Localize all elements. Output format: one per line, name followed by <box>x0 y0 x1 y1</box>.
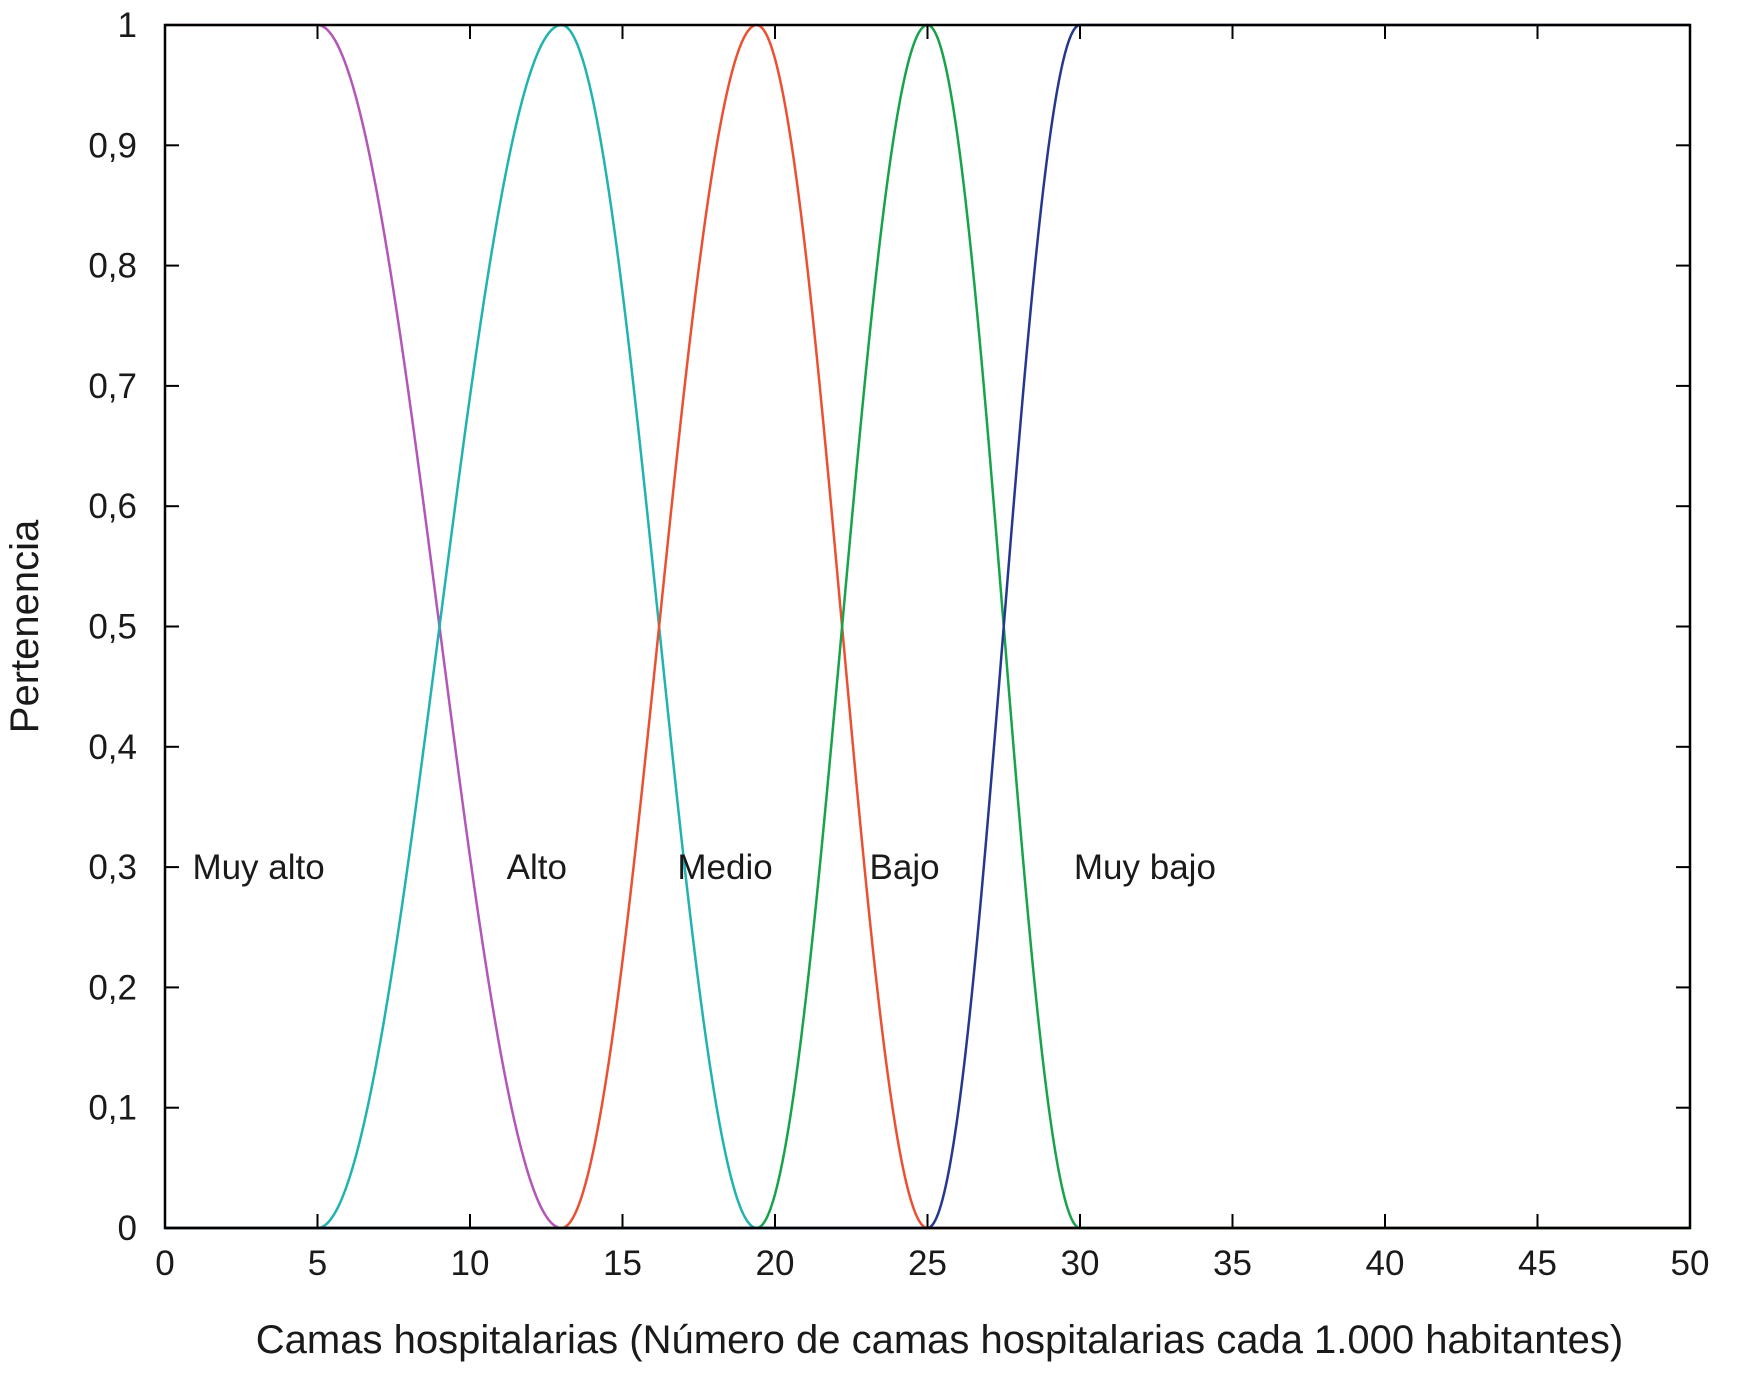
tick-layer <box>164 24 1691 1229</box>
series-label-muy-alto: Muy alto <box>192 848 324 887</box>
curve-layer <box>165 23 1690 1230</box>
x-tick-label: 35 <box>1213 1244 1252 1283</box>
x-tick-label: 45 <box>1518 1244 1557 1283</box>
x-axis-title: Camas hospitalarias (Número de camas hos… <box>256 1318 1623 1362</box>
y-tick-label: 0 <box>118 1209 137 1248</box>
y-axis-title: Pertenencia <box>3 519 47 733</box>
y-tick-label: 0,4 <box>88 728 137 767</box>
y-tick-label: 0,3 <box>88 848 137 887</box>
series-label-alto: Alto <box>507 848 567 887</box>
x-tick-label: 10 <box>451 1244 490 1283</box>
x-tick-label: 0 <box>155 1244 174 1283</box>
series-line-medio <box>165 23 1690 1230</box>
series-line-bajo <box>165 23 1690 1230</box>
series-line-alto <box>165 23 1690 1230</box>
series-label-bajo: Bajo <box>870 848 940 887</box>
curve-label-layer: Muy alto Alto Medio Bajo Muy bajo <box>192 848 1215 887</box>
y-tick-label: 0,6 <box>88 487 137 526</box>
series-label-muy-bajo: Muy bajo <box>1074 848 1216 887</box>
y-tick-label: 0,7 <box>88 367 137 406</box>
y-tick-label: 0,5 <box>88 608 137 647</box>
x-tick-label: 20 <box>756 1244 795 1283</box>
x-tick-label: 15 <box>603 1244 642 1283</box>
x-tick-label: 30 <box>1061 1244 1100 1283</box>
y-tick-label: 0,2 <box>88 968 137 1007</box>
x-tick-label: 25 <box>908 1244 947 1283</box>
plot-frame <box>163 23 1692 1230</box>
y-tick-label: 0,8 <box>88 247 137 286</box>
tick-label-layer: 0 5 10 15 20 25 30 35 40 45 50 0 0,1 0,2 0,3 0,4 0,5 0,6 0… <box>88 6 1709 1283</box>
y-tick-label: 0,1 <box>88 1089 137 1128</box>
series-label-medio: Medio <box>677 848 772 887</box>
x-tick-label: 40 <box>1366 1244 1405 1283</box>
x-tick-label: 50 <box>1671 1244 1710 1283</box>
x-tick-label: 5 <box>308 1244 327 1283</box>
series-line-muy-alto <box>165 23 1690 1230</box>
y-tick-label: 0,9 <box>88 126 137 165</box>
y-tick-label: 1 <box>118 6 137 45</box>
series-line-muy-bajo <box>165 23 1690 1230</box>
